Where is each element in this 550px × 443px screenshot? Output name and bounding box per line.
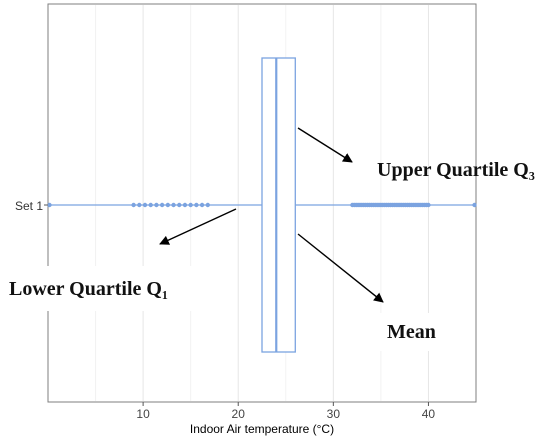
outlier-point bbox=[205, 202, 210, 208]
outlier-point bbox=[177, 202, 182, 208]
x-tick-label: 40 bbox=[422, 407, 436, 421]
outlier-layer bbox=[47, 202, 477, 208]
mean-label: Mean bbox=[387, 321, 436, 343]
outlier-point bbox=[47, 202, 52, 208]
lower-quartile-label: Lower Quartile Q₁ bbox=[9, 278, 168, 300]
outlier-point bbox=[142, 202, 148, 208]
outlier-point bbox=[148, 202, 153, 208]
outlier-point bbox=[165, 202, 171, 208]
outlier-point bbox=[154, 202, 159, 208]
mean-arrow bbox=[297, 233, 384, 303]
box-layer bbox=[261, 57, 296, 353]
outlier-point bbox=[182, 202, 188, 208]
y-category-label: Set 1 bbox=[15, 199, 43, 213]
outlier-point bbox=[159, 202, 165, 208]
lower-quartile-arrow bbox=[159, 208, 237, 245]
x-tick-label: 10 bbox=[136, 407, 150, 421]
outlier-point bbox=[194, 202, 199, 208]
iqr-box bbox=[261, 57, 296, 353]
upper-quartile-arrow bbox=[297, 127, 353, 163]
x-axis-label: Indoor Air temperature (°C) bbox=[190, 422, 334, 436]
mean-label-bg bbox=[344, 313, 450, 351]
outlier-point bbox=[199, 202, 205, 208]
upper-quartile-label: Upper Quartile Q₃ bbox=[377, 159, 535, 181]
outlier-point bbox=[426, 202, 431, 208]
outlier-point bbox=[131, 202, 136, 208]
outlier-point bbox=[137, 202, 142, 208]
x-tick-label: 20 bbox=[232, 407, 246, 421]
outlier-point bbox=[188, 202, 193, 208]
lower-quartile-label-bg bbox=[0, 266, 222, 311]
outlier-point bbox=[472, 202, 477, 208]
tick-layer: 10 20 30 40 bbox=[44, 204, 436, 421]
x-tick-label: 30 bbox=[327, 407, 341, 421]
outlier-point bbox=[171, 202, 176, 208]
